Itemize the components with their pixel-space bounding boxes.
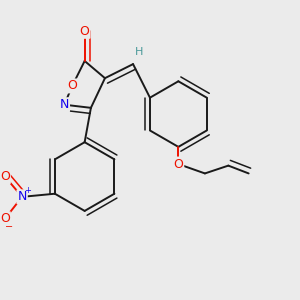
- Text: +: +: [24, 186, 31, 195]
- Text: O: O: [67, 80, 77, 92]
- Text: −: −: [4, 221, 13, 232]
- Text: O: O: [0, 212, 10, 225]
- Text: N: N: [60, 98, 69, 111]
- Text: O: O: [173, 158, 183, 171]
- Text: O: O: [80, 25, 90, 38]
- Text: N: N: [17, 190, 27, 203]
- Text: H: H: [135, 46, 143, 57]
- Text: O: O: [0, 170, 10, 183]
